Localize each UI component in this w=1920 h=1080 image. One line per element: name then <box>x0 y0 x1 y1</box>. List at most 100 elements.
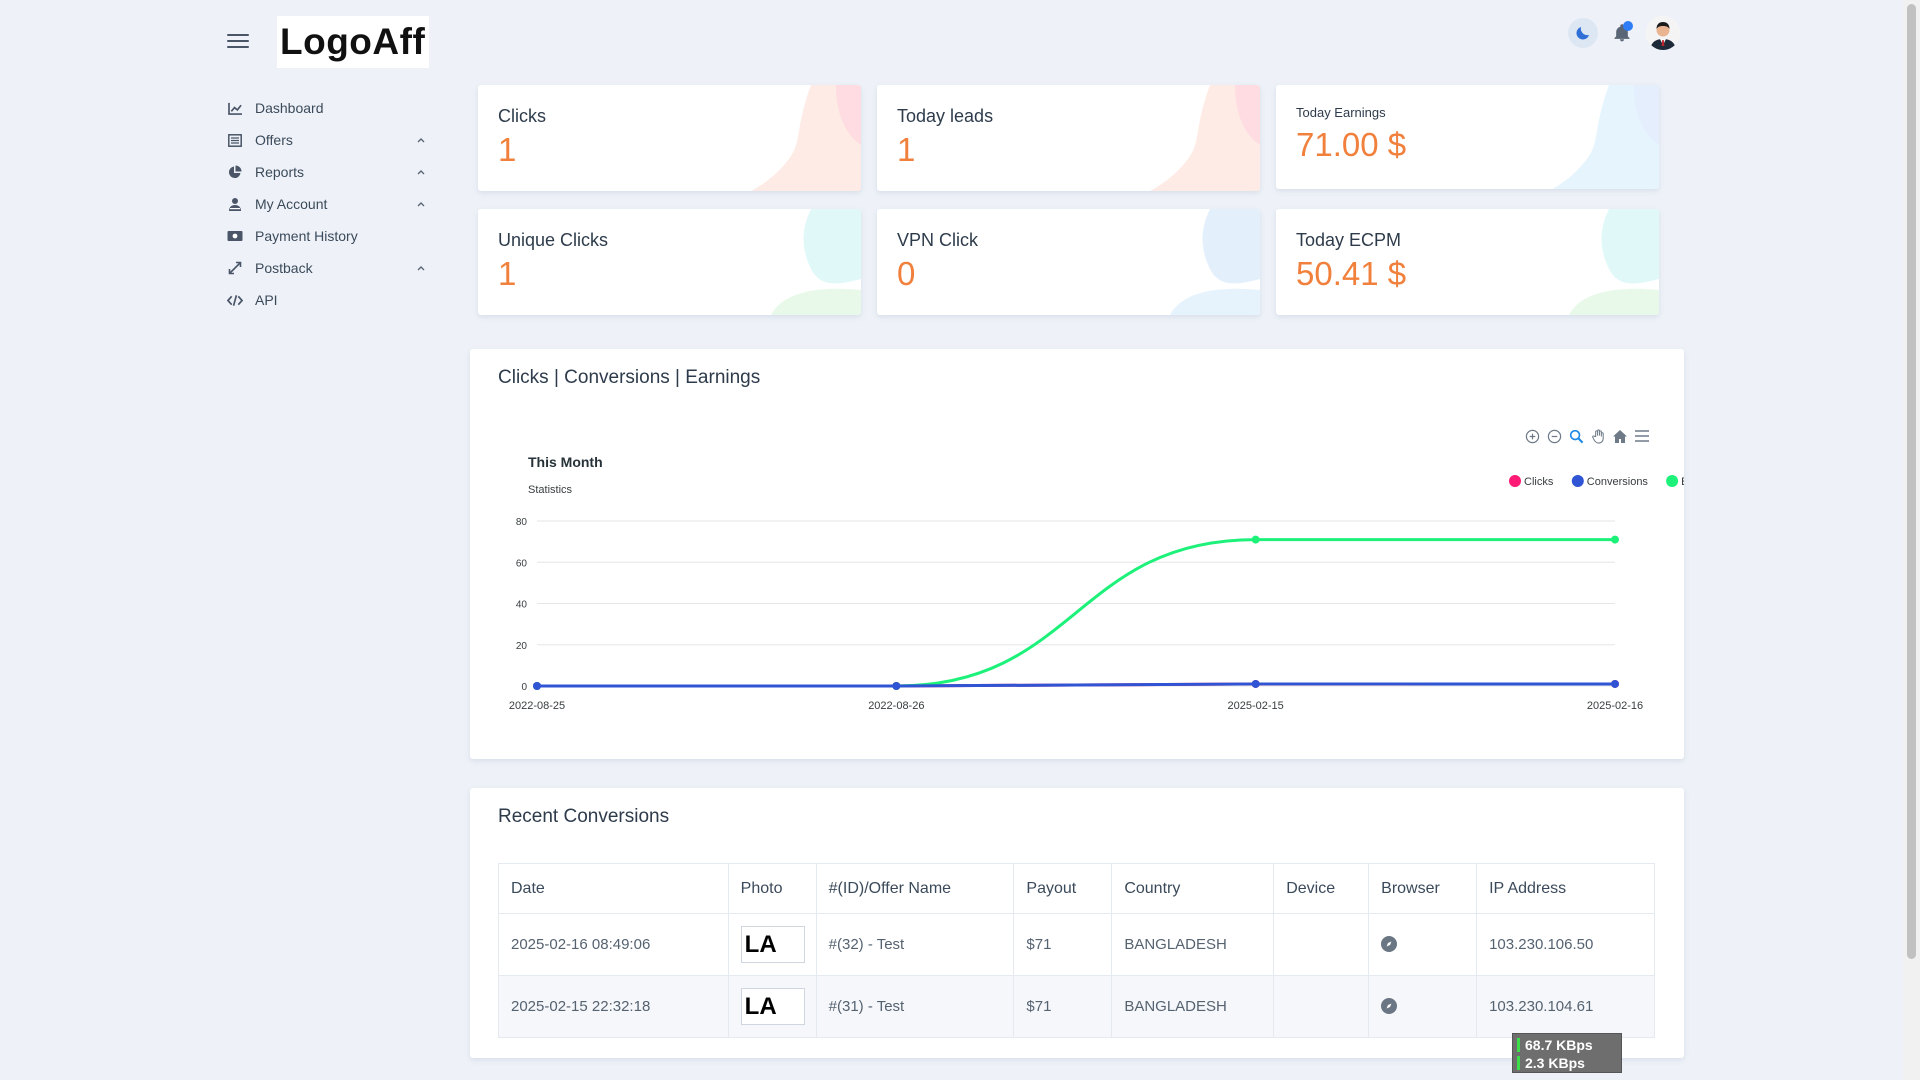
cell-date: 2025-02-15 22:32:18 <box>498 975 729 1038</box>
conversions-table: Date Photo #(ID)/Offer Name Payout Count… <box>498 863 1655 1038</box>
zoom-out-icon <box>1547 429 1561 443</box>
decorative-blob <box>1150 85 1260 191</box>
conversions-title: Recent Conversions <box>498 806 670 827</box>
stat-card-vpn-click: VPN Click 0 <box>877 209 1260 315</box>
avatar-image <box>1646 16 1680 50</box>
sidebar-item-label: Offers <box>255 132 293 148</box>
sidebar-item-label: Postback <box>255 260 313 276</box>
column-header-offer[interactable]: #(ID)/Offer Name <box>815 863 1015 914</box>
chart-toolbar <box>1523 427 1651 445</box>
page-scrollbar[interactable] <box>1903 0 1920 1080</box>
list-icon <box>227 132 243 148</box>
column-header-device[interactable]: Device <box>1273 863 1370 914</box>
stat-value: 50.41 $ <box>1296 255 1407 292</box>
column-header-payout[interactable]: Payout <box>1013 863 1113 914</box>
hamburger-line <box>227 34 249 36</box>
stat-title: Clicks <box>498 106 546 126</box>
chevron-up-icon <box>417 266 425 271</box>
offer-photo: LA <box>740 988 805 1025</box>
decorative-blob <box>771 209 861 315</box>
reset-zoom-button[interactable] <box>1611 427 1629 445</box>
sidebar-item-api[interactable]: API <box>227 284 427 316</box>
y-tick-label: 20 <box>516 641 528 652</box>
cell-photo: LA <box>727 913 817 976</box>
data-point-earnings <box>1251 535 1260 544</box>
legend-label: Earnings <box>1681 476 1684 488</box>
money-icon <box>227 228 243 244</box>
decorative-blob <box>1569 209 1659 315</box>
decorative-blob <box>1552 85 1659 189</box>
data-point-conversions <box>892 682 901 690</box>
x-tick-label: 2022-08-25 <box>509 700 565 712</box>
stat-title: Today Earnings <box>1296 105 1386 120</box>
zoom-in-icon <box>1525 429 1539 443</box>
sidebar-item-reports[interactable]: Reports <box>227 156 427 188</box>
pan-button[interactable] <box>1589 427 1607 445</box>
stat-value: 1 <box>498 131 517 168</box>
cell-date: 2025-02-16 08:49:06 <box>498 913 729 976</box>
sidebar-item-label: Dashboard <box>255 100 324 116</box>
cell-payout: $71 <box>1013 975 1113 1038</box>
line-chart: This Month Statistics 0 20 40 60 80 2022-08-25 2… <box>509 454 1684 712</box>
hand-icon <box>1591 428 1604 444</box>
download-indicator <box>1517 1038 1520 1052</box>
table-header-row: Date Photo #(ID)/Offer Name Payout Count… <box>498 863 1655 914</box>
cell-device <box>1273 913 1370 976</box>
notifications-button[interactable] <box>1608 18 1636 48</box>
stat-title: Today leads <box>897 106 994 126</box>
data-point-conversions <box>533 682 541 690</box>
logo[interactable]: LogoAff <box>277 16 429 68</box>
y-tick-label: 40 <box>516 600 528 611</box>
pie-chart-icon <box>227 164 243 180</box>
stat-card-unique-clicks: Unique Clicks 1 <box>478 209 861 315</box>
sidebar-item-label: API <box>255 292 278 308</box>
zoom-in-button[interactable] <box>1523 427 1541 445</box>
x-tick-label: 2022-08-26 <box>868 700 924 712</box>
scrollbar-thumb[interactable] <box>1907 4 1916 959</box>
sidebar-item-postback[interactable]: Postback <box>227 252 427 284</box>
decorative-blob <box>1170 209 1260 315</box>
selection-zoom-button[interactable] <box>1567 427 1585 445</box>
cell-ip: 103.230.104.61 <box>1476 975 1655 1038</box>
compass-icon <box>1381 998 1398 1014</box>
home-icon <box>1613 429 1627 443</box>
menu-toggle-button[interactable] <box>227 32 249 50</box>
stat-title: Unique Clicks <box>498 230 609 250</box>
dark-mode-toggle[interactable] <box>1568 18 1598 48</box>
sidebar-item-my-account[interactable]: My Account <box>227 188 427 220</box>
column-header-date[interactable]: Date <box>498 863 729 914</box>
stat-card-today-ecpm: Today ECPM 50.41 $ <box>1276 209 1659 315</box>
stat-value: 71.00 $ <box>1296 126 1407 163</box>
cell-country: BANGLADESH <box>1111 913 1275 976</box>
column-header-photo[interactable]: Photo <box>727 863 817 914</box>
cell-photo: LA <box>727 975 817 1038</box>
hamburger-line <box>227 40 249 42</box>
legend-label: Clicks <box>1524 476 1554 488</box>
sidebar-item-payment-history[interactable]: Payment History <box>227 220 427 252</box>
sidebar-item-offers[interactable]: Offers <box>227 124 427 156</box>
data-point-conversions <box>1251 679 1260 688</box>
download-speed: 68.7 KBps <box>1525 1037 1593 1053</box>
expand-arrows-icon <box>227 260 243 276</box>
table-row: 2025-02-16 08:49:06 LA #(32) - Test $71 … <box>498 913 1655 976</box>
network-speed-overlay: 68.7 KBps 2.3 KBps <box>1512 1033 1622 1073</box>
zoom-out-button[interactable] <box>1545 427 1563 445</box>
chart-menu-button[interactable] <box>1633 427 1651 445</box>
chart-line-icon <box>227 100 243 116</box>
column-header-ip[interactable]: IP Address <box>1476 863 1655 914</box>
sidebar-item-dashboard[interactable]: Dashboard <box>227 92 427 124</box>
stat-value: 1 <box>897 131 916 168</box>
decorative-blob <box>751 85 861 191</box>
user-avatar[interactable] <box>1646 16 1680 50</box>
menu-icon <box>1635 430 1649 442</box>
series-line-earnings <box>535 538 1617 688</box>
y-tick-label: 0 <box>521 682 527 693</box>
sidebar-item-label: Reports <box>255 164 305 180</box>
sidebar-item-label: My Account <box>255 196 328 212</box>
stat-value: 0 <box>897 255 916 292</box>
column-header-country[interactable]: Country <box>1111 863 1275 914</box>
stat-title: VPN Click <box>897 230 979 250</box>
cell-device <box>1273 975 1370 1038</box>
column-header-browser[interactable]: Browser <box>1368 863 1478 914</box>
legend-marker <box>1509 475 1521 487</box>
